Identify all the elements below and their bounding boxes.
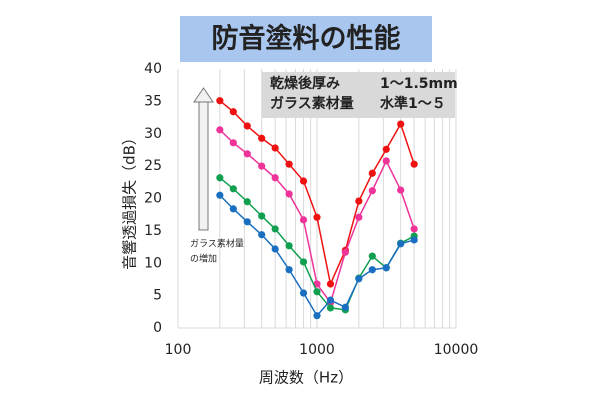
data-point — [229, 205, 237, 213]
data-point — [285, 160, 293, 168]
x-tick-label: 100 — [165, 342, 192, 358]
data-point — [326, 280, 335, 288]
note-box — [262, 72, 455, 118]
data-point — [299, 289, 308, 297]
y-tick-label: 30 — [144, 126, 162, 142]
y-tick-label: 20 — [144, 191, 162, 207]
y-tick-label: 25 — [144, 158, 162, 174]
data-point — [397, 120, 405, 128]
data-point — [271, 174, 279, 182]
data-point — [271, 225, 279, 233]
x-axis-label: 周波数（Hz） — [259, 369, 353, 387]
chart-title: 防音塗料の性能 — [212, 23, 401, 55]
title-box — [180, 16, 432, 62]
note-text: 1～1.5mm — [380, 76, 458, 92]
data-point — [285, 242, 293, 250]
data-point — [368, 252, 376, 260]
note-text: 乾燥後厚み — [270, 75, 340, 92]
y-tick-label: 10 — [144, 255, 162, 271]
data-point — [216, 97, 224, 105]
x-tick-label: 10000 — [434, 342, 479, 358]
data-point — [313, 312, 321, 320]
data-point — [258, 134, 266, 142]
y-axis-label: 音響透過損失（dB） — [121, 130, 139, 270]
y-tick-label: 5 — [153, 288, 162, 304]
data-point — [368, 187, 376, 195]
data-point — [216, 191, 224, 199]
data-point — [341, 248, 349, 256]
data-point — [313, 280, 321, 288]
note-text: ガラス素材量 — [270, 95, 354, 112]
data-point — [243, 122, 251, 130]
data-point — [299, 216, 308, 224]
data-point — [326, 296, 335, 304]
y-tick-label: 40 — [144, 61, 162, 77]
y-tick-label: 0 — [153, 320, 162, 336]
data-point — [382, 157, 390, 165]
data-point — [410, 236, 418, 244]
y-tick-label: 15 — [144, 223, 162, 239]
arrow — [193, 87, 214, 231]
data-point — [243, 218, 251, 226]
arrow-label: の増加 — [190, 253, 217, 265]
note-text: 水準1～５ — [380, 95, 446, 112]
data-point — [368, 169, 376, 177]
data-point — [355, 213, 363, 221]
data-point — [258, 231, 266, 239]
y-tick-label: 35 — [144, 93, 162, 109]
data-point — [341, 303, 349, 311]
data-point — [313, 288, 321, 296]
data-point — [355, 197, 363, 205]
data-point — [229, 108, 237, 116]
data-point — [313, 213, 321, 221]
data-point — [299, 258, 308, 266]
data-point — [326, 304, 335, 312]
data-point — [271, 144, 279, 152]
data-point — [410, 160, 418, 168]
data-point — [299, 177, 308, 185]
data-point — [382, 264, 390, 272]
data-point — [397, 186, 405, 194]
data-point — [229, 139, 237, 147]
data-point — [410, 225, 418, 233]
data-point — [382, 145, 390, 153]
arrow-label: ガラス素材量 — [190, 238, 244, 250]
x-tick-label: 1000 — [299, 342, 335, 358]
data-point — [243, 150, 251, 158]
data-point — [216, 126, 224, 134]
data-point — [285, 266, 293, 274]
data-point — [258, 162, 266, 170]
data-point — [243, 198, 251, 206]
data-point — [355, 275, 363, 283]
data-point — [368, 266, 376, 274]
data-point — [216, 174, 224, 182]
data-point — [229, 185, 237, 193]
data-point — [258, 212, 266, 220]
data-point — [397, 240, 405, 248]
data-point — [285, 190, 293, 198]
data-point — [271, 245, 279, 253]
